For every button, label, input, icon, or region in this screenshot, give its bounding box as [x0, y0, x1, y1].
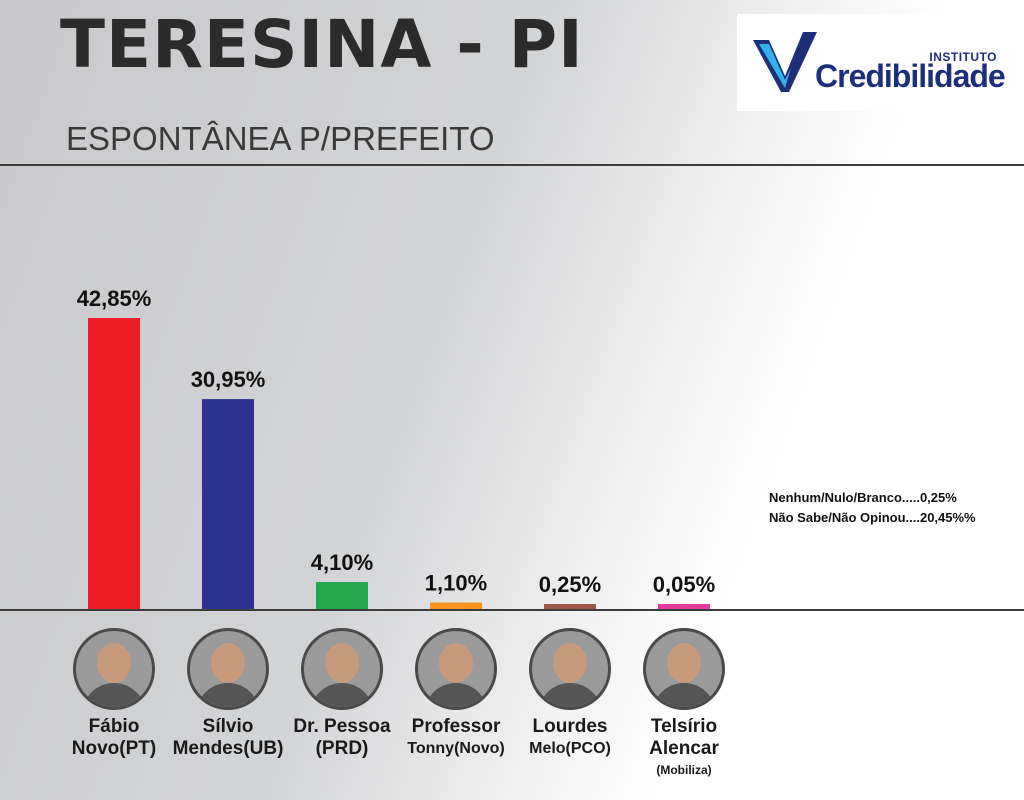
candidate-party-note: (Mobiliza)	[656, 763, 712, 777]
bar-value-label-2: 30,95%	[191, 367, 266, 392]
institute-logo: INSTITUTO Credibilidade	[737, 14, 1015, 111]
page-title: TERESINA - PI	[60, 6, 584, 83]
checkmark-logo-icon	[753, 32, 817, 92]
candidate-photo-icon	[73, 628, 155, 710]
candidate-3: Dr. Pessoa (PRD)	[277, 628, 407, 760]
candidate-name-line1: Professor	[411, 716, 501, 737]
logo-brand-text: Credibilidade	[815, 58, 1006, 94]
chart-subtitle: ESPONTÂNEA P/PREFEITO	[66, 120, 495, 157]
bar-3	[316, 582, 368, 610]
candidate-photo-icon	[529, 628, 611, 710]
bar-6	[658, 604, 710, 610]
candidate-name-line1: Sílvio	[202, 716, 254, 737]
candidate-name-line2: (PRD)	[315, 738, 369, 759]
header-divider	[0, 164, 1024, 166]
candidate-2: Sílvio Mendes(UB)	[163, 628, 293, 760]
candidate-5: Lourdes Melo(PCO)	[505, 628, 635, 760]
bar-value-label-5: 0,25%	[539, 572, 601, 597]
candidate-name-line2: Tonny(Novo)	[407, 740, 505, 757]
candidate-name-line1: Fábio	[88, 716, 140, 737]
note-undecided: Não Sabe/Não Opinou....20,45%%	[769, 510, 976, 525]
candidate-photo-icon	[187, 628, 269, 710]
candidate-photo-icon	[643, 628, 725, 710]
logo-small-text: INSTITUTO	[929, 50, 997, 64]
candidate-name-line2: Mendes(UB)	[172, 738, 284, 759]
bar-4	[430, 602, 482, 610]
candidate-name-line1: Lourdes	[532, 716, 608, 737]
candidate-photo-icon	[301, 628, 383, 710]
bar-chart: 42,85% 30,95% 4,10% 1,10% 0,25% 0,05%	[0, 286, 1024, 611]
candidate-6: Telsírio Alencar (Mobiliza)	[619, 628, 749, 778]
candidate-photo-icon	[415, 628, 497, 710]
candidate-1: Fábio Novo(PT)	[49, 628, 179, 760]
candidate-name-line2: Melo(PCO)	[529, 740, 611, 757]
bar-1	[88, 318, 140, 610]
bar-value-label-3: 4,10%	[311, 550, 373, 575]
candidate-name-line2: Novo(PT)	[71, 738, 157, 759]
bar-value-label-6: 0,05%	[653, 572, 715, 597]
bar-5	[544, 604, 596, 610]
bars-group: 42,85% 30,95% 4,10% 1,10% 0,25% 0,05%	[77, 286, 715, 610]
candidate-name-line2: Alencar	[649, 738, 719, 759]
note-null-votes: Nenhum/Nulo/Branco.....0,25%	[769, 490, 957, 505]
bar-2	[202, 399, 254, 610]
bar-value-label-4: 1,10%	[425, 571, 487, 596]
candidate-name-line1: Dr. Pessoa	[293, 716, 391, 737]
extra-results: Nenhum/Nulo/Branco.....0,25% Não Sabe/Nã…	[769, 488, 976, 528]
candidate-name-line1: Telsírio	[650, 716, 718, 737]
bar-value-label-1: 42,85%	[77, 286, 152, 311]
candidate-4: Professor Tonny(Novo)	[391, 628, 521, 760]
